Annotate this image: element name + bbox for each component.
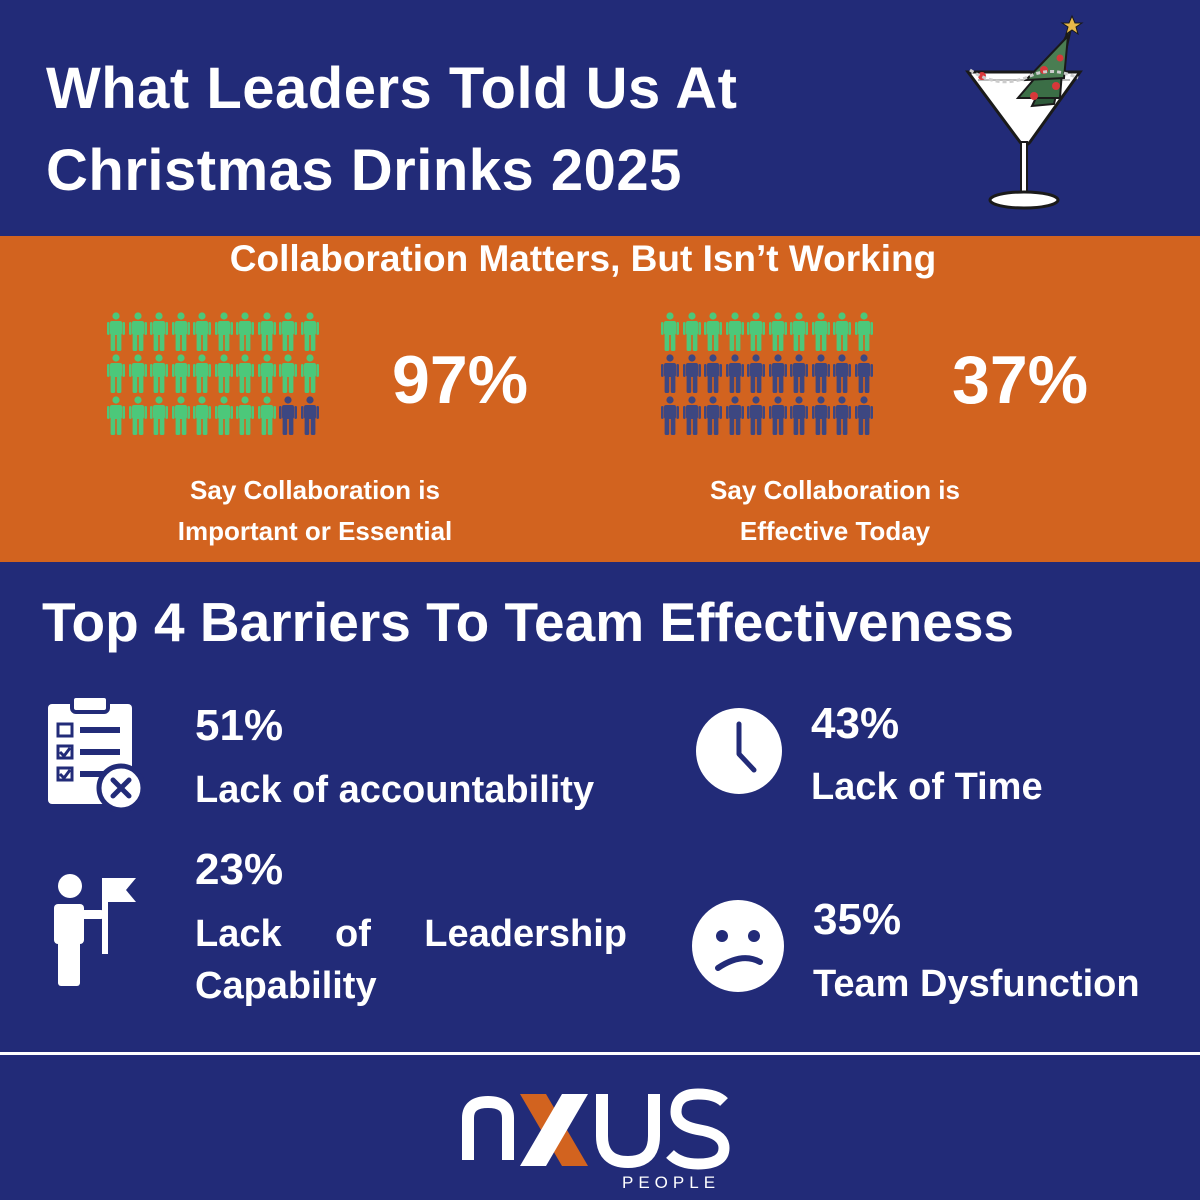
- person-icon-highlighted: [279, 354, 297, 393]
- person-icon-highlighted: [236, 312, 254, 351]
- person-icon-muted: [854, 396, 873, 435]
- barrier-time-label: Lack of Time: [811, 766, 1043, 808]
- person-icon-muted: [682, 396, 701, 435]
- person-icon-muted: [790, 354, 808, 393]
- person-icon-highlighted: [725, 312, 744, 351]
- person-icon-highlighted: [300, 354, 319, 393]
- caption-line: Effective Today: [739, 516, 931, 546]
- barrier-time-value: 43%: [811, 699, 900, 748]
- people-grid-important: [107, 312, 319, 438]
- title-line-1: What Leaders Told Us At: [46, 56, 738, 121]
- barrier-dysfunction-label: Team Dysfunction: [813, 963, 1140, 1005]
- person-icon-muted: [768, 396, 787, 435]
- person-icon-muted: [747, 396, 765, 435]
- person-icon-highlighted: [300, 312, 319, 351]
- barrier-leadership-label: Lack of Leadership Capability: [195, 908, 627, 1012]
- title-line-2: Christmas Drinks 2025: [46, 138, 682, 203]
- person-icon-highlighted: [768, 312, 787, 351]
- person-icon-highlighted: [150, 354, 168, 393]
- person-icon-highlighted: [661, 312, 679, 351]
- person-icon-highlighted: [833, 312, 851, 351]
- people-grid-effective: [661, 312, 873, 438]
- person-icon-highlighted: [790, 312, 808, 351]
- person-flag-icon: [54, 874, 136, 986]
- person-icon-highlighted: [193, 354, 211, 393]
- label-word: Lack: [195, 913, 282, 955]
- barrier-accountability-label: Lack of accountability: [195, 769, 595, 811]
- barrier-accountability-value: 51%: [195, 701, 284, 750]
- person-icon-muted: [279, 396, 297, 435]
- person-icon-highlighted: [171, 354, 190, 393]
- person-icon-muted: [854, 354, 873, 393]
- caption-line: Say Collaboration is: [190, 475, 440, 505]
- person-icon-muted: [811, 396, 830, 435]
- person-icon-highlighted: [128, 354, 147, 393]
- barriers-heading: Top 4 Barriers To Team Effectiveness: [42, 591, 1015, 653]
- person-icon-highlighted: [236, 396, 254, 435]
- label-word: of: [335, 913, 371, 955]
- person-icon-highlighted: [150, 312, 168, 351]
- person-icon-highlighted: [107, 396, 125, 435]
- person-icon-highlighted: [236, 354, 254, 393]
- person-icon-highlighted: [257, 354, 276, 393]
- person-icon-muted: [682, 354, 701, 393]
- person-icon-highlighted: [107, 354, 125, 393]
- stat-important-caption: Say Collaboration is Important or Essent…: [120, 470, 510, 552]
- page-title: What Leaders Told Us At Christmas Drinks…: [46, 48, 906, 212]
- person-icon-highlighted: [193, 396, 211, 435]
- person-icon-highlighted: [128, 396, 147, 435]
- person-icon-muted: [768, 354, 787, 393]
- person-icon-muted: [661, 354, 679, 393]
- stat-important-value: 97%: [392, 342, 529, 418]
- stat-effective-value: 37%: [952, 342, 1089, 418]
- collaboration-heading: Collaboration Matters, But Isn’t Working: [229, 238, 937, 279]
- logo-subtext: PEOPLE: [622, 1173, 720, 1192]
- person-icon-muted: [747, 354, 765, 393]
- sad-face-icon: [692, 900, 784, 992]
- person-icon-highlighted: [150, 396, 168, 435]
- person-icon-muted: [833, 396, 851, 435]
- person-icon-muted: [661, 396, 679, 435]
- person-icon-highlighted: [214, 354, 233, 393]
- caption-line: Important or Essential: [177, 516, 453, 546]
- person-icon-muted: [300, 396, 319, 435]
- christmas-cocktail-icon: [965, 14, 1084, 210]
- footer-divider: [0, 1052, 1200, 1055]
- person-icon-highlighted: [107, 312, 125, 351]
- person-icon-highlighted: [171, 312, 190, 351]
- person-icon-highlighted: [128, 312, 147, 351]
- person-icon-highlighted: [193, 312, 211, 351]
- person-icon-highlighted: [704, 312, 722, 351]
- barrier-dysfunction-value: 35%: [813, 895, 902, 944]
- person-icon-muted: [704, 354, 722, 393]
- person-icon-muted: [833, 354, 851, 393]
- person-icon-muted: [725, 354, 744, 393]
- person-icon-highlighted: [279, 312, 297, 351]
- nxus-people-logo: PEOPLE: [462, 1088, 730, 1192]
- person-icon-muted: [704, 396, 722, 435]
- person-icon-highlighted: [811, 312, 830, 351]
- person-icon-highlighted: [214, 312, 233, 351]
- clock-icon: [696, 708, 782, 794]
- person-icon-highlighted: [854, 312, 873, 351]
- stat-effective-caption: Say Collaboration is Effective Today: [660, 470, 1010, 552]
- checklist-x-icon: [48, 694, 144, 812]
- label-word: Leadership: [424, 913, 627, 955]
- person-icon-muted: [725, 396, 744, 435]
- person-icon-highlighted: [214, 396, 233, 435]
- label-line-1: Lack of Leadership: [195, 908, 627, 960]
- person-icon-highlighted: [257, 312, 276, 351]
- person-icon-highlighted: [747, 312, 765, 351]
- person-icon-muted: [811, 354, 830, 393]
- person-icon-muted: [790, 396, 808, 435]
- barrier-leadership-value: 23%: [195, 845, 284, 894]
- person-icon-highlighted: [171, 396, 190, 435]
- caption-line: Say Collaboration is: [710, 475, 960, 505]
- label-line-2: Capability: [195, 965, 377, 1007]
- person-icon-highlighted: [257, 396, 276, 435]
- person-icon-highlighted: [682, 312, 701, 351]
